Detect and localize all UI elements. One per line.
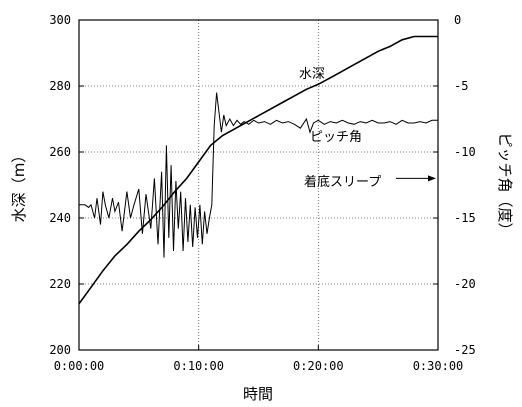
- x-tick-label: 0:10:00: [173, 359, 224, 373]
- y-left-tick-label: 220: [49, 277, 71, 291]
- grid: [79, 20, 438, 350]
- y-left-tick-label: 280: [49, 79, 71, 93]
- depth-series-label: 水深: [299, 67, 325, 82]
- y-right-tick-label: 0: [454, 13, 461, 27]
- y-right-tick-label: -5: [454, 79, 468, 93]
- series-lines: [78, 35, 438, 305]
- y-axis-left-title: 水深（m）: [10, 148, 28, 223]
- y-axis-right-title: ピッチ角（度）: [496, 132, 514, 237]
- y-right-tick-label: -15: [454, 211, 476, 225]
- x-axis-title: 時間: [243, 385, 273, 403]
- landing-annotation-label: 着底スリープ: [304, 174, 381, 190]
- y-left-tick-label: 240: [49, 211, 71, 225]
- y-right-tick-label: -25: [454, 343, 476, 357]
- axes-ticks: 200 220 240 260 280 300 -25 -20 -15 -10 -5 0 0:00:00…: [49, 13, 475, 373]
- y-left-tick-label: 200: [49, 343, 71, 357]
- y-left-tick-label: 260: [49, 145, 71, 159]
- pitch-series-label: ピッチ角: [310, 130, 362, 145]
- depth-series-line: [78, 35, 438, 305]
- y-right-tick-label: -10: [454, 145, 476, 159]
- x-tick-label: 0:00:00: [54, 359, 105, 373]
- x-tick-label: 0:30:00: [413, 359, 464, 373]
- x-tick-label: 0:20:00: [293, 359, 344, 373]
- pitch-series-line: [79, 92, 438, 258]
- landing-arrow-head: [428, 175, 436, 182]
- plot-frame: [78, 19, 439, 351]
- y-right-tick-label: -20: [454, 277, 476, 291]
- y-left-tick-label: 300: [49, 13, 71, 27]
